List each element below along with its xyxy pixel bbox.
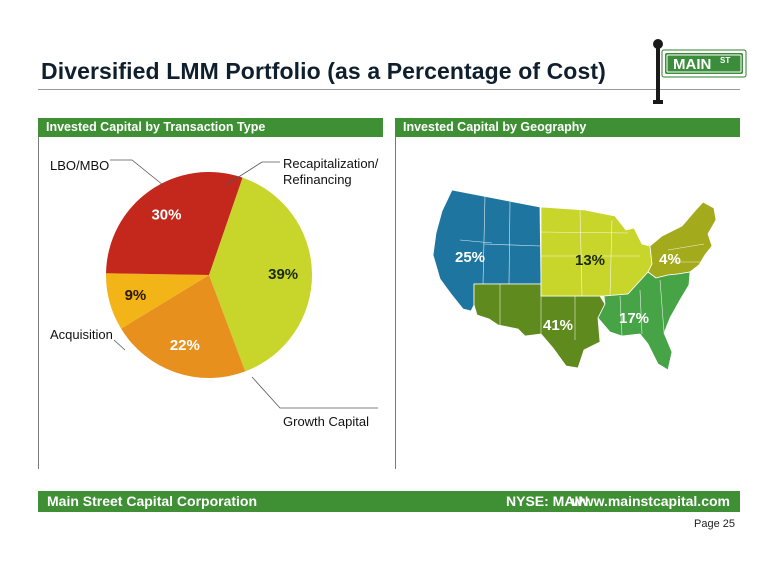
pie-slice-lbo-mbo	[106, 172, 243, 275]
pie-slice-acquisition	[106, 273, 209, 329]
map-value-midwest: 13%	[575, 252, 605, 269]
geography-header: Invested Capital by Geography	[395, 118, 740, 137]
pie-slice-recapitalization	[209, 177, 313, 372]
footer-bar: Main Street Capital Corporation NYSE: MA…	[38, 491, 740, 512]
label-growth-capital: Growth Capital	[283, 414, 369, 429]
page-number: Page 25	[694, 518, 735, 530]
footer-ticker: NYSE: MAIN	[506, 493, 589, 509]
label-acquisition: Acquisition	[50, 327, 113, 342]
label-lbo-mbo: LBO/MBO	[50, 158, 110, 173]
leader-line-recapitalization	[225, 161, 280, 186]
map-value-southwest: 41%	[543, 317, 573, 334]
right-panel-border	[395, 137, 396, 469]
main-street-logo: MAIN ST	[653, 39, 747, 104]
region-southeast	[597, 271, 691, 371]
svg-text:MAIN: MAIN	[673, 56, 711, 73]
pie-slice-growth-capital	[121, 275, 246, 378]
pie-value-acquisition: 9%	[125, 287, 147, 304]
pie-value-growth-capital: 22%	[170, 337, 200, 354]
left-panel-border	[38, 137, 39, 469]
footer-company: Main Street Capital Corporation	[47, 493, 258, 509]
svg-text:ST: ST	[720, 56, 730, 65]
map-value-west: 25%	[455, 249, 485, 266]
page-title: Diversified LMM Portfolio (as a Percenta…	[41, 58, 606, 84]
leader-line-acquisition	[113, 339, 126, 351]
pie-value-recapitalization: 39%	[268, 266, 298, 283]
transaction-type-header: Invested Capital by Transaction Type	[38, 118, 383, 137]
leader-line-lbo-mbo	[110, 159, 164, 186]
title-divider	[38, 89, 740, 90]
footer-website[interactable]: www.mainstcapital.com	[571, 493, 730, 509]
label-recapitalization: Recapitalization/ Refinancing	[283, 156, 379, 187]
map-value-northeast: 4%	[659, 251, 681, 268]
pie-value-lbo-mbo: 30%	[151, 206, 181, 223]
map-value-southeast: 17%	[619, 310, 649, 327]
leader-line-growth-capital	[251, 376, 378, 409]
